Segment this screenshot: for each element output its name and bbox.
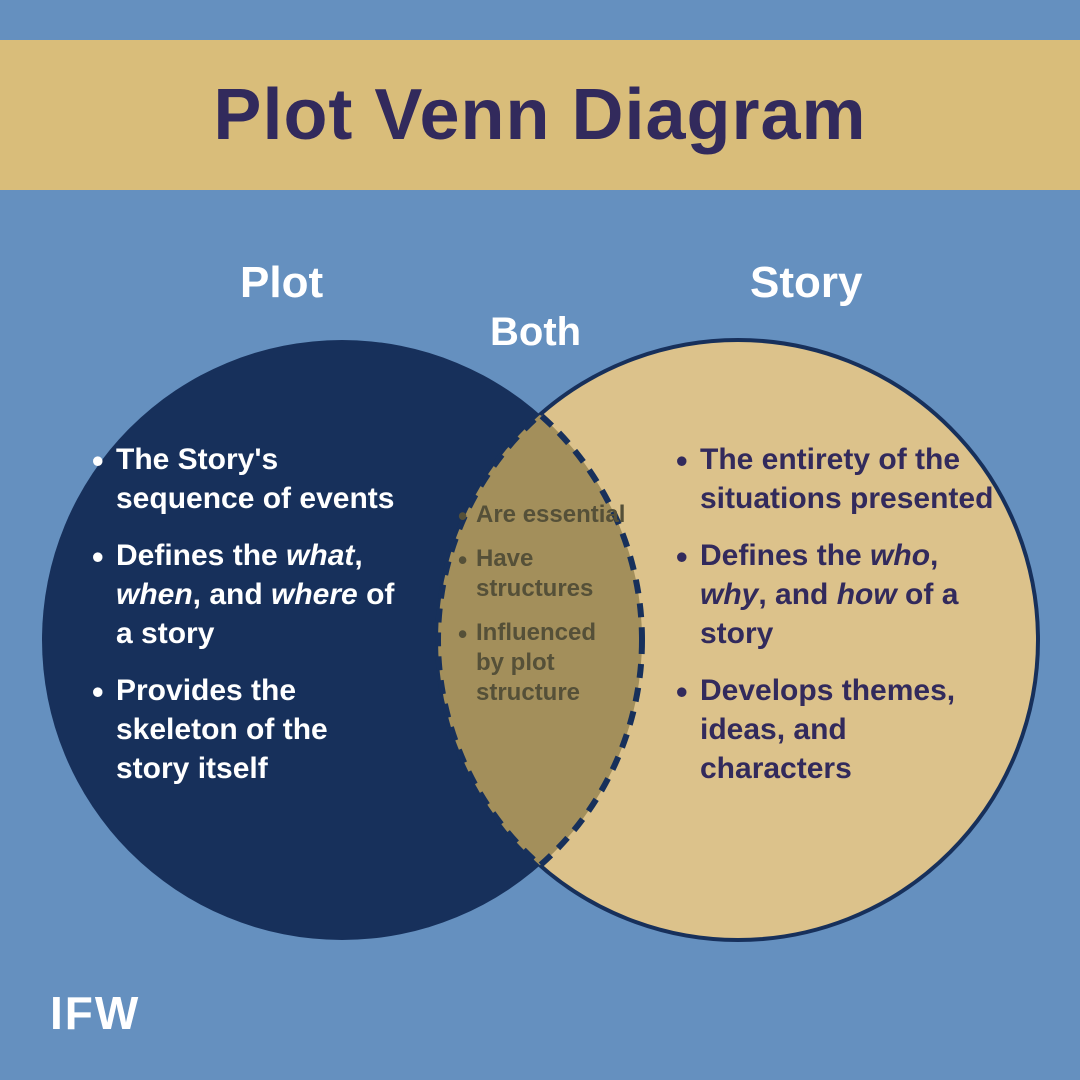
label-plot: Plot xyxy=(240,258,323,308)
list-item: The Story's sequence of events xyxy=(88,440,408,518)
both-bullets: Are essential Have structures Influenced b… xyxy=(458,500,626,722)
list-item: Defines the what, when, and where of a s… xyxy=(88,536,408,653)
list-item: Defines the who, why, and how of a story xyxy=(672,536,1002,653)
story-bullets: The entirety of the situations presented… xyxy=(672,440,1002,806)
logo-text: IFW xyxy=(50,986,140,1040)
plot-bullets: The Story's sequence of events Defines th… xyxy=(88,440,408,806)
label-story: Story xyxy=(750,258,862,308)
list-item: Have structures xyxy=(458,544,626,604)
label-both: Both xyxy=(490,310,581,355)
list-item: The entirety of the situations presented xyxy=(672,440,1002,518)
list-item: Are essential xyxy=(458,500,626,530)
list-item: Develops themes, ideas, and characters xyxy=(672,671,1002,788)
list-item: Influenced by plot structure xyxy=(458,618,626,708)
list-item: Provides the skeleton of the story itsel… xyxy=(88,671,408,788)
venn-diagram-canvas: Plot Venn Diagram Plot Story Both The St… xyxy=(0,0,1080,1080)
